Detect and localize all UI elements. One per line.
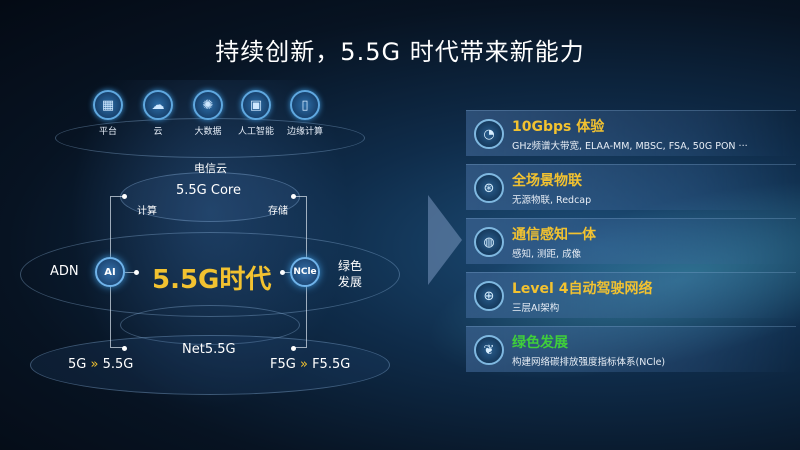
capability-title: Level 4自动驾驶网络 bbox=[512, 281, 653, 297]
ai-badge: AI bbox=[95, 257, 125, 287]
right-from: F5G bbox=[270, 357, 296, 372]
icon-label: 人工智能 bbox=[237, 127, 274, 137]
capability-desc: 无源物联, Redcap bbox=[512, 195, 592, 206]
era-title: 5.5G时代 bbox=[152, 265, 272, 295]
net-label: Net5.5G bbox=[182, 342, 236, 357]
evolution-left: 5G » 5.5G bbox=[68, 357, 133, 372]
base-ring bbox=[30, 335, 390, 395]
connector-dot bbox=[291, 194, 296, 199]
page-title: 持续创新，5.5G 时代带来新能力 bbox=[215, 38, 585, 66]
capability-title: 绿色发展 bbox=[512, 335, 568, 351]
capability-panel: ◔ 10Gbps 体验 GHz频谱大带宽, ELAA-MM, MBSC, FSA… bbox=[466, 110, 796, 156]
storage-label: 存储 bbox=[268, 206, 288, 217]
capability-desc: 感知, 测距, 成像 bbox=[512, 249, 582, 260]
core-label: 5.5G Core bbox=[176, 183, 241, 198]
green-development-label: 绿色 发展 bbox=[338, 258, 362, 290]
ai-chip-icon: ▣ bbox=[241, 90, 271, 120]
green-line-2: 发展 bbox=[338, 275, 363, 289]
leaf-icon: ❦ bbox=[474, 335, 504, 365]
compute-label: 计算 bbox=[137, 206, 157, 217]
connector-dot bbox=[122, 346, 127, 351]
right-to: F5.5G bbox=[312, 357, 351, 372]
sensing-icon: ◍ bbox=[474, 227, 504, 257]
chevron-right-icon bbox=[428, 195, 462, 285]
platform-icon: ▦ bbox=[93, 90, 123, 120]
capability-panel: ◍ 通信感知一体 感知, 测距, 成像 bbox=[466, 218, 796, 264]
ncle-badge: NCle bbox=[290, 257, 320, 287]
capability-panel: ❦ 绿色发展 构建网络碳排放强度指标体系(NCle) bbox=[466, 326, 796, 372]
connector-dot bbox=[122, 194, 127, 199]
adn-label: ADN bbox=[50, 264, 79, 279]
ncle-connector bbox=[282, 272, 292, 273]
capability-title: 全场景物联 bbox=[512, 173, 582, 189]
telecom-cloud-label: 电信云 bbox=[194, 162, 227, 175]
edge-computing-icon: ▯ bbox=[290, 90, 320, 120]
icon-label: 边缘计算 bbox=[286, 127, 323, 137]
double-arrow-icon: » bbox=[299, 357, 308, 372]
capability-desc: 构建网络碳排放强度指标体系(NCle) bbox=[512, 357, 666, 368]
core-ring bbox=[120, 172, 300, 222]
big-data-icon: ✺ bbox=[193, 90, 223, 120]
capability-desc: GHz频谱大带宽, ELAA-MM, MBSC, FSA, 50G PON ··… bbox=[512, 141, 748, 152]
double-arrow-icon: » bbox=[90, 357, 99, 372]
icon-label: 云 bbox=[153, 127, 163, 137]
cloud-icon: ☁ bbox=[143, 90, 173, 120]
iot-icon: ⊛ bbox=[474, 173, 504, 203]
icon-label: 大数据 bbox=[194, 127, 222, 137]
icon-label: 平台 bbox=[98, 127, 117, 137]
capability-desc: 三层AI架构 bbox=[512, 303, 560, 314]
left-to: 5.5G bbox=[102, 357, 134, 372]
connector-dot bbox=[280, 270, 285, 275]
capability-panel: ⊛ 全场景物联 无源物联, Redcap bbox=[466, 164, 796, 210]
speed-gauge-icon: ◔ bbox=[474, 119, 504, 149]
connector-dot bbox=[134, 270, 139, 275]
capability-title: 10Gbps 体验 bbox=[512, 119, 605, 135]
globe-network-icon: ⊕ bbox=[474, 281, 504, 311]
ai-connector bbox=[125, 272, 137, 273]
capability-title: 通信感知一体 bbox=[512, 227, 596, 243]
green-line-1: 绿色 bbox=[338, 259, 363, 273]
capability-panel: ⊕ Level 4自动驾驶网络 三层AI架构 bbox=[466, 272, 796, 318]
left-from: 5G bbox=[68, 357, 87, 372]
connector-dot bbox=[291, 346, 296, 351]
evolution-right: F5G » F5.5G bbox=[270, 357, 350, 372]
